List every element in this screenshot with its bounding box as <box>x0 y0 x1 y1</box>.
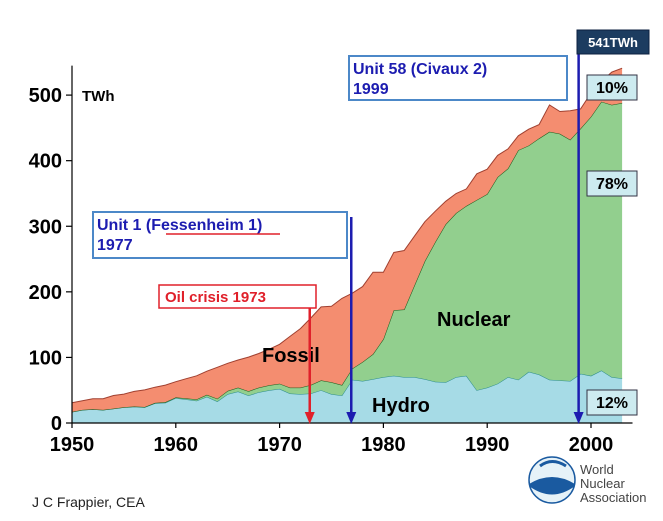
wna-logo-band <box>529 477 575 495</box>
total-badge <box>576 29 650 55</box>
civaux-box <box>348 55 568 101</box>
oil-crisis-box <box>158 284 317 309</box>
y-tick-label: 500 <box>29 85 62 107</box>
x-tick-label: 2000 <box>569 434 614 456</box>
wna-logo-text-3: Association <box>580 490 646 505</box>
y-axis-unit: TWh <box>82 88 114 105</box>
fessenheim-box <box>92 211 348 259</box>
oil-crisis-label: Oil crisis 1973 <box>165 289 266 306</box>
wna-logo-text-1: World <box>580 462 614 477</box>
axes: 0 100 200 300 400 500 1950 1960 1970 1980 1990 2000… <box>29 65 633 456</box>
x-tick-label: 1970 <box>257 434 302 456</box>
fessenheim-label-line2: 1977 <box>97 237 133 254</box>
y-tick-label: 100 <box>29 347 62 369</box>
x-tick-label: 1950 <box>50 434 95 456</box>
share-hydro-label: 12% <box>596 395 628 412</box>
x-tick-label: 1980 <box>361 434 406 456</box>
y-tick-label: 400 <box>29 151 62 173</box>
share-fossil-label: 10% <box>596 80 628 97</box>
wna-logo-text-2: Nuclear <box>580 476 625 491</box>
share-nuclear-label: 78% <box>596 176 628 193</box>
stacked-areas <box>71 67 623 423</box>
share-hydro-box <box>586 389 638 416</box>
total-label: 541TWh <box>588 35 638 50</box>
area-hydro <box>72 370 623 423</box>
label-hydro: Hydro <box>372 395 430 417</box>
label-fossil: Fossil <box>262 345 320 367</box>
annotations: Fossil Nuclear Hydro Unit 1 (Fessenheim 1) 1… <box>32 29 650 510</box>
credit-text: J C Frappier, CEA <box>32 494 145 510</box>
oil-crisis-arrow-head <box>304 412 315 424</box>
line-fossil <box>71 67 623 404</box>
wna-logo-arc <box>539 460 567 468</box>
share-fossil-box <box>586 74 638 101</box>
area-nuclear <box>72 101 623 412</box>
y-tick-label: 0 <box>51 413 62 435</box>
civaux-arrow-head <box>573 412 584 424</box>
civaux-label-line2: 1999 <box>353 81 389 98</box>
x-tick-label: 1990 <box>465 434 510 456</box>
label-nuclear: Nuclear <box>437 309 511 331</box>
civaux-label-line1: Unit 58 (Civaux 2) <box>353 61 487 78</box>
fessenheim-arrow-head <box>346 412 357 424</box>
y-tick-label: 300 <box>29 216 62 238</box>
y-tick-label: 200 <box>29 282 62 304</box>
share-nuclear-box <box>586 170 638 197</box>
fessenheim-label-line1: Unit 1 (Fessenheim 1) <box>97 217 262 234</box>
area-fossil <box>72 68 623 412</box>
x-tick-label: 1960 <box>154 434 199 456</box>
